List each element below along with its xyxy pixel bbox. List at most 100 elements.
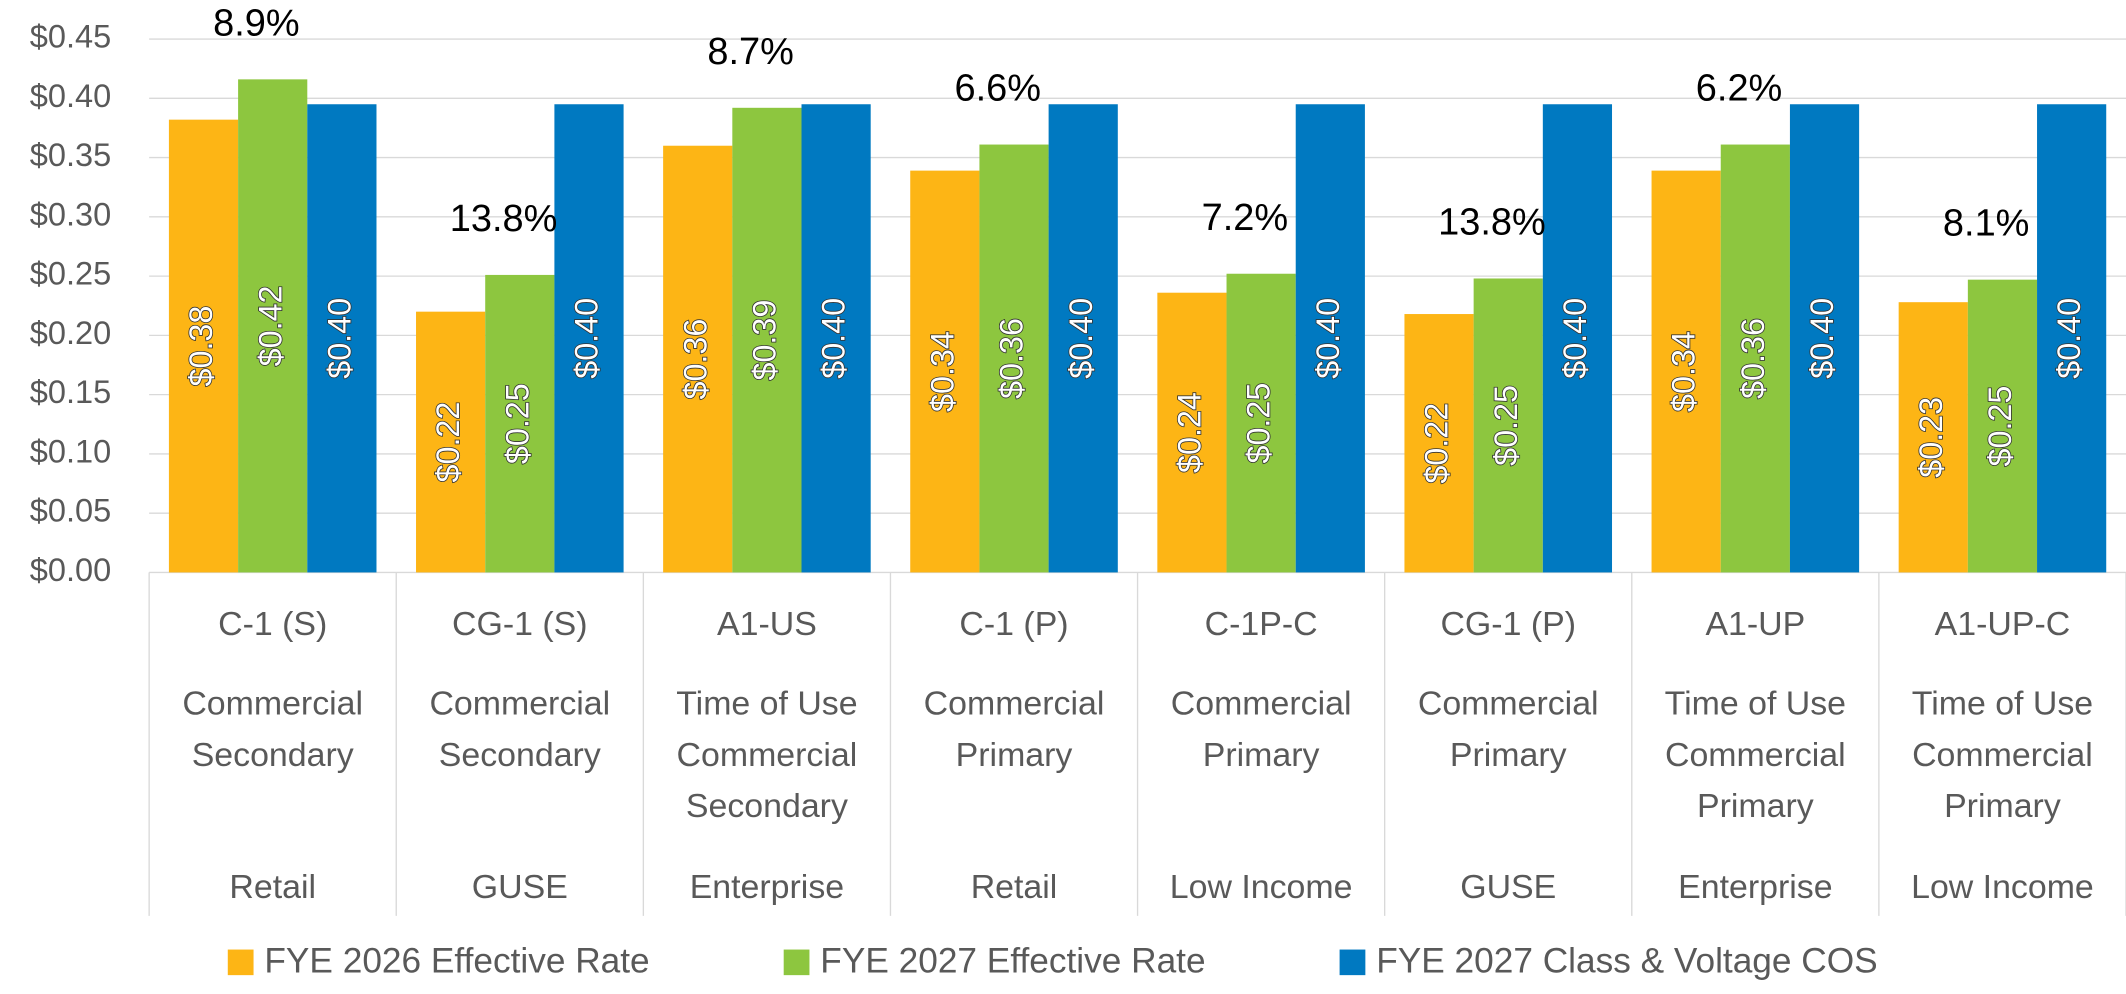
legend-label: FYE 2027 Class & Voltage COS <box>1376 941 1877 980</box>
legend-swatch <box>227 949 254 976</box>
y-tick-label: $0.20 <box>30 315 111 351</box>
y-tick-label: $0.45 <box>30 19 111 55</box>
category-description: Time of Use <box>1665 685 1846 723</box>
bar <box>1226 273 1296 573</box>
bar <box>1157 292 1227 573</box>
bar <box>554 104 624 573</box>
bar <box>801 104 871 573</box>
category-description: Time of Use <box>676 685 857 723</box>
bar <box>1404 314 1474 573</box>
value-label: $0.42 <box>252 285 288 366</box>
value-label: $0.40 <box>568 298 604 379</box>
annotation: 13.8% <box>450 198 558 240</box>
category-description: Commercial <box>1418 685 1599 723</box>
y-tick-label: $0.00 <box>30 552 111 588</box>
bar <box>1898 302 1968 573</box>
value-label: $0.34 <box>1666 331 1702 412</box>
annotation: 7.2% <box>1202 197 1289 239</box>
bar <box>1967 279 2038 573</box>
value-label: $0.40 <box>321 298 357 379</box>
bar <box>1720 144 1790 573</box>
category-description: Commercial <box>1665 736 1846 774</box>
value-label: $0.40 <box>816 298 852 379</box>
y-tick-label: $0.40 <box>30 78 111 114</box>
annotation: 8.7% <box>707 31 794 73</box>
value-label: $0.23 <box>1913 397 1949 478</box>
category-description: Commercial <box>677 736 858 774</box>
bar <box>168 119 239 573</box>
legend-swatch <box>1339 949 1366 976</box>
annotation: 8.9% <box>213 3 300 45</box>
x-tick-label: A1-US <box>717 605 817 643</box>
x-tick-label: C-1P-C <box>1205 605 1318 643</box>
y-tick-label: $0.15 <box>30 374 111 410</box>
value-label: $0.40 <box>2051 298 2087 379</box>
value-label: $0.24 <box>1171 392 1207 473</box>
annotation: 13.8% <box>1438 202 1546 244</box>
category-segment: GUSE <box>1460 868 1556 906</box>
y-tick-label: $0.10 <box>30 434 111 470</box>
y-tick-label: $0.35 <box>30 137 111 173</box>
bar <box>2037 104 2107 573</box>
value-label: $0.25 <box>499 383 535 464</box>
bar <box>979 144 1049 573</box>
legend-swatch <box>783 949 810 976</box>
category-segment: Retail <box>971 868 1058 906</box>
category-description: Primary <box>956 736 1073 774</box>
value-label: $0.36 <box>677 319 713 400</box>
value-label: $0.40 <box>1804 298 1840 379</box>
bar <box>1651 170 1721 573</box>
category-description: Time of Use <box>1912 685 2093 723</box>
y-tick-label: $0.25 <box>30 256 111 292</box>
annotation: 8.1% <box>1943 203 2030 245</box>
bar <box>1789 104 1860 573</box>
category-description: Primary <box>1203 736 1320 774</box>
category-description: Commercial <box>429 685 610 723</box>
category-description: Commercial <box>1171 685 1352 723</box>
bar <box>1295 104 1365 573</box>
category-segment: Low Income <box>1170 868 1353 906</box>
x-tick-label: CG-1 (P) <box>1440 605 1576 643</box>
x-tick-label: A1-UP <box>1705 605 1805 643</box>
bar <box>1473 278 1543 573</box>
category-segment: Enterprise <box>1678 868 1832 906</box>
value-label: $0.36 <box>1735 318 1771 399</box>
bar <box>1542 104 1613 573</box>
value-label: $0.36 <box>994 318 1030 399</box>
category-description: Secondary <box>439 736 601 774</box>
bar <box>307 104 377 573</box>
legend-label: FYE 2027 Effective Rate <box>820 941 1205 980</box>
x-tick-label: CG-1 (S) <box>452 605 588 643</box>
category-segment: Retail <box>229 868 316 906</box>
annotation: 6.2% <box>1696 68 1783 110</box>
bar <box>416 311 486 573</box>
category-segment: Enterprise <box>690 868 844 906</box>
value-label: $0.22 <box>1419 403 1455 484</box>
x-tick-label: C-1 (P) <box>959 605 1068 643</box>
x-tick-label: C-1 (S) <box>218 605 327 643</box>
category-segment: GUSE <box>472 868 568 906</box>
category-description: Primary <box>1697 787 1814 825</box>
value-label: $0.40 <box>1310 298 1346 379</box>
value-label: $0.25 <box>1982 386 2018 467</box>
x-tick-label: A1-UP-C <box>1935 605 2071 643</box>
value-label: $0.22 <box>430 402 466 483</box>
value-label: $0.40 <box>1063 298 1099 379</box>
category-description: Secondary <box>192 736 354 774</box>
category-description: Secondary <box>686 787 848 825</box>
value-label: $0.34 <box>924 331 960 412</box>
value-label: $0.25 <box>1241 383 1277 464</box>
annotation: 6.6% <box>954 68 1041 110</box>
legend-label: FYE 2026 Effective Rate <box>264 941 649 980</box>
y-tick-label: $0.30 <box>30 196 111 232</box>
category-description: Primary <box>1944 787 2061 825</box>
value-label: $0.39 <box>746 300 782 381</box>
bar <box>238 79 308 573</box>
category-description: Commercial <box>924 685 1105 723</box>
bar <box>732 107 802 573</box>
value-label: $0.38 <box>183 306 219 387</box>
bar <box>663 145 733 573</box>
bar <box>1048 104 1118 573</box>
